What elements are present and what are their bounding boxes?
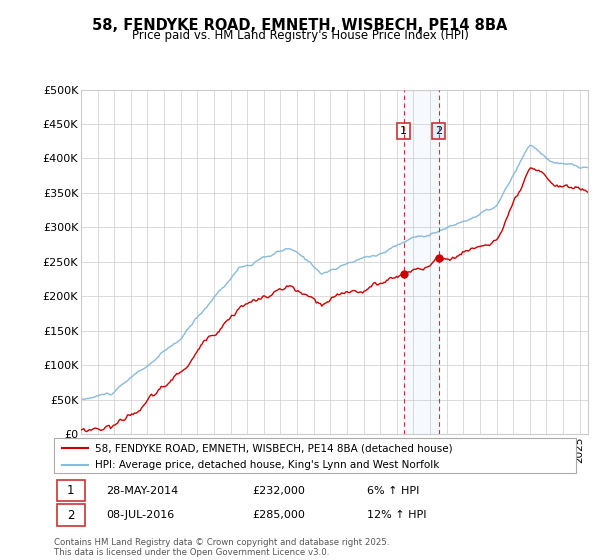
Bar: [404, 90, 439, 434]
Text: 58, FENDYKE ROAD, EMNETH, WISBECH, PE14 8BA (detached house): 58, FENDYKE ROAD, EMNETH, WISBECH, PE14 …: [95, 443, 452, 453]
Text: 6% ↑ HPI: 6% ↑ HPI: [367, 486, 419, 496]
FancyBboxPatch shape: [56, 480, 85, 501]
Text: 1: 1: [400, 126, 407, 136]
Text: 1: 1: [67, 484, 74, 497]
Text: Price paid vs. HM Land Registry's House Price Index (HPI): Price paid vs. HM Land Registry's House …: [131, 29, 469, 42]
Text: 12% ↑ HPI: 12% ↑ HPI: [367, 510, 427, 520]
Text: 28-MAY-2014: 28-MAY-2014: [106, 486, 178, 496]
Text: 2: 2: [67, 509, 74, 522]
FancyBboxPatch shape: [56, 505, 85, 526]
Text: HPI: Average price, detached house, King's Lynn and West Norfolk: HPI: Average price, detached house, King…: [95, 460, 439, 469]
Text: £285,000: £285,000: [253, 510, 305, 520]
Text: £232,000: £232,000: [253, 486, 305, 496]
Text: 08-JUL-2016: 08-JUL-2016: [106, 510, 175, 520]
Text: 58, FENDYKE ROAD, EMNETH, WISBECH, PE14 8BA: 58, FENDYKE ROAD, EMNETH, WISBECH, PE14 …: [92, 18, 508, 33]
Text: 2: 2: [435, 126, 442, 136]
FancyBboxPatch shape: [54, 438, 576, 473]
Text: Contains HM Land Registry data © Crown copyright and database right 2025.
This d: Contains HM Land Registry data © Crown c…: [54, 538, 389, 557]
